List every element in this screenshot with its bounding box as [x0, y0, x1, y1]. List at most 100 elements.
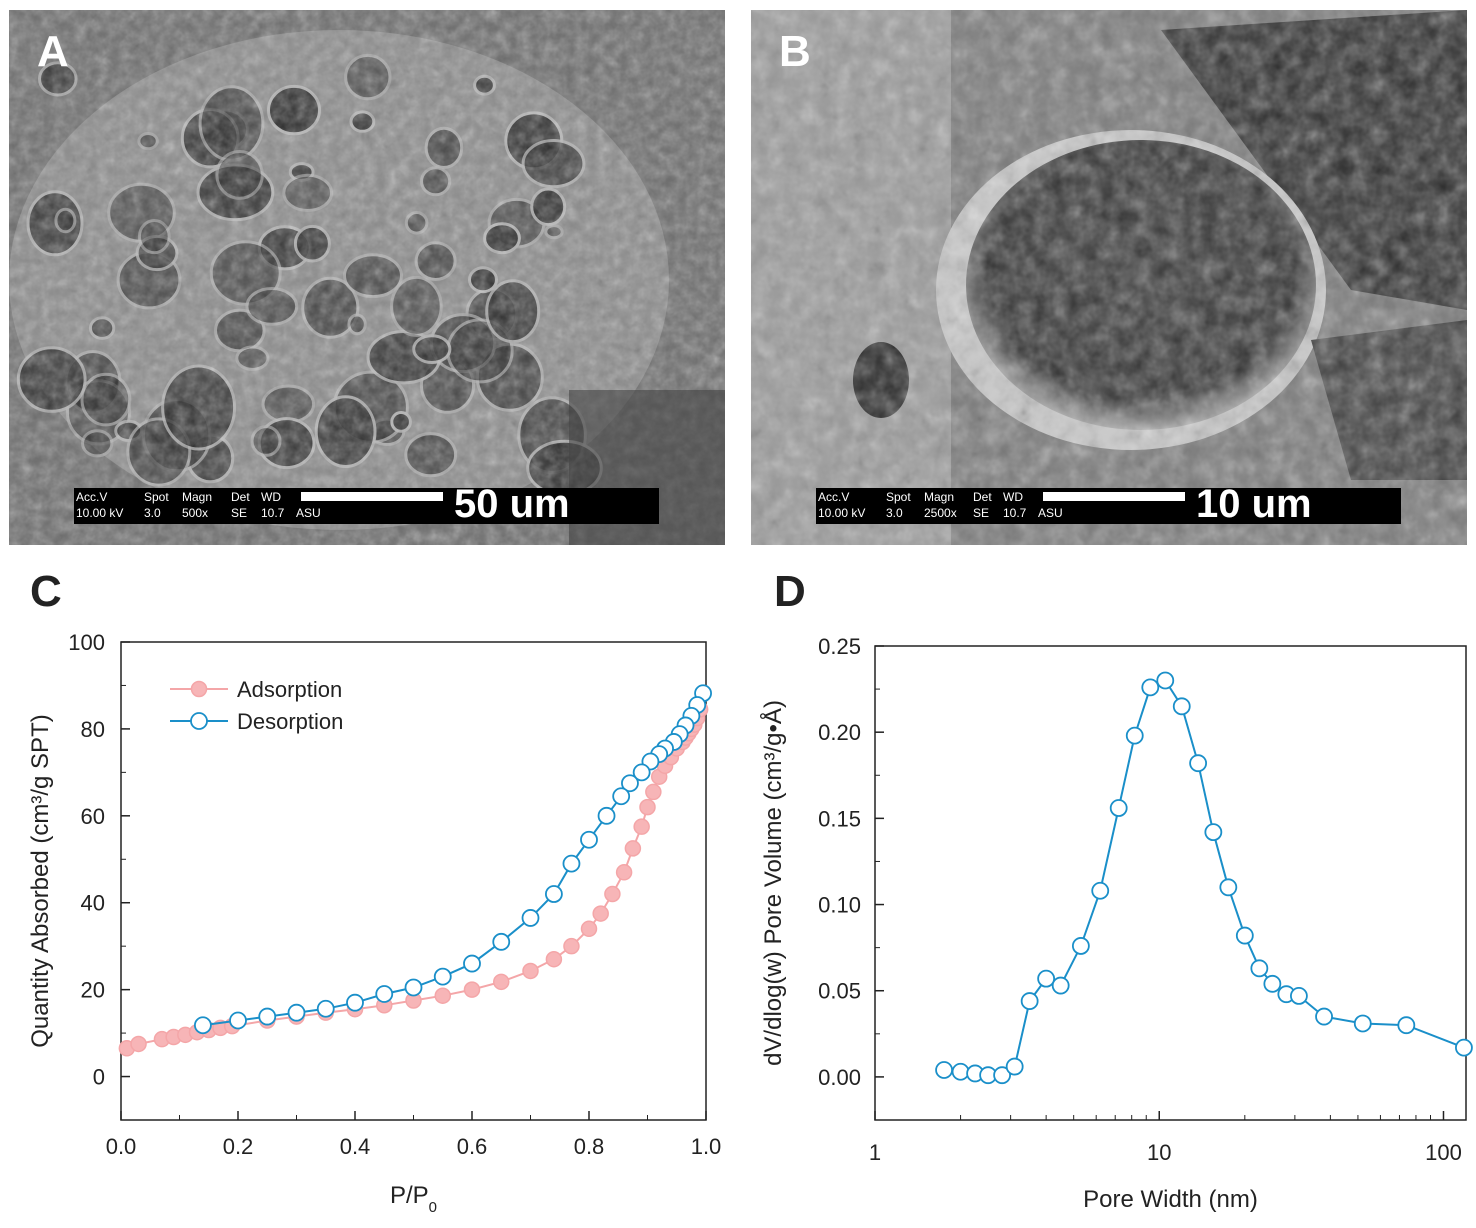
y-tick-label-c: 60	[81, 804, 105, 829]
data-point-desorption	[346, 993, 364, 1012]
data-point-pore-volume	[951, 1062, 970, 1081]
info-value-spot: 3.0	[144, 506, 161, 520]
info-header-wd: WD	[261, 490, 281, 504]
panel-letter-d: D	[774, 567, 806, 616]
data-point-desorption	[404, 978, 423, 997]
y-tick-label-c: 20	[81, 978, 105, 1003]
data-point-pore-volume	[1071, 937, 1090, 955]
data-point-desorption	[597, 806, 616, 825]
plot-frame-c	[120, 641, 707, 1121]
data-point-desorption	[375, 985, 394, 1003]
x-tick-label-d: 10	[1147, 1140, 1171, 1165]
data-point-adsorption	[522, 962, 539, 980]
y-tick-label-d: 0.20	[818, 720, 861, 745]
data-point-adsorption	[633, 818, 650, 835]
plot-frame-d	[874, 645, 1467, 1121]
data-point-pore-volume	[1172, 697, 1191, 716]
info-header-accv: Acc.V	[818, 490, 850, 504]
info-header-spot: Spot	[886, 490, 911, 504]
data-point-desorption	[229, 1011, 247, 1030]
info-header-spot: Spot	[144, 490, 169, 504]
info-header-magn: Magn	[182, 490, 213, 504]
data-point-pore-volume	[1037, 969, 1056, 988]
data-point-pore-volume	[1204, 823, 1223, 842]
x-tick-label-c: 1.0	[691, 1134, 722, 1159]
scale-bar-label: 50 um	[454, 482, 570, 526]
data-point-adsorption	[592, 905, 609, 922]
y-tick-label-d: 0.05	[818, 979, 861, 1004]
info-header-det: Det	[973, 490, 992, 504]
data-point-pore-volume	[1263, 974, 1282, 993]
sem-info-bar-b: Acc.V Spot Magn Det WD 10.00 kV 3.0 2500…	[816, 484, 1401, 524]
data-point-adsorption	[463, 981, 481, 998]
data-point-desorption	[316, 999, 335, 1018]
data-point-adsorption	[615, 864, 633, 881]
scale-bar	[301, 492, 443, 501]
x-tick-label-c: 0.6	[457, 1134, 488, 1159]
data-point-adsorption	[639, 798, 656, 816]
x-tick-label-c: 0.0	[106, 1134, 137, 1159]
panel-letter-b: B	[779, 27, 811, 76]
panel-letter-a: A	[37, 27, 69, 76]
info-value-accv: 10.00 kV	[818, 506, 866, 520]
data-point-pore-volume	[993, 1066, 1012, 1085]
info-value-wd: 10.7	[261, 506, 285, 520]
data-point-pore-volume	[1397, 1016, 1416, 1035]
y-tick-label-d: 0.25	[818, 634, 861, 659]
data-point-desorption	[632, 763, 651, 782]
info-value-wd: 10.7	[1003, 506, 1027, 520]
data-point-pore-volume	[1353, 1014, 1372, 1033]
data-point-pore-volume	[1455, 1038, 1473, 1057]
info-value-site: ASU	[1038, 506, 1063, 520]
panel-letter-c: C	[30, 567, 62, 616]
info-value-magn: 500x	[182, 506, 209, 520]
data-point-pore-volume	[1005, 1057, 1024, 1076]
info-value-spot: 3.0	[886, 506, 903, 520]
data-point-desorption	[521, 909, 540, 927]
data-point-desorption	[621, 774, 639, 793]
legend-label-adsorption: Adsorption	[237, 677, 342, 702]
sem-texture-b	[751, 10, 1467, 545]
data-point-pore-volume	[1156, 671, 1175, 690]
y-axis-label-c: Quantity Absorbed (cm³/g SPT)	[27, 714, 54, 1047]
sem-image-a: A Acc.V Spot Magn Det WD 10.00 kV 3.0 50…	[9, 10, 725, 545]
y-tick-label-c: 0	[93, 1065, 105, 1090]
y-tick-label-c: 100	[68, 630, 105, 655]
info-header-magn: Magn	[924, 490, 955, 504]
y-tick-label-d: 0.00	[818, 1065, 861, 1090]
y-axis-label-d: dV/dlog(w) Pore Volume (cm³/g•Å)	[759, 700, 787, 1066]
y-tick-label-c: 40	[81, 891, 105, 916]
data-point-desorption	[545, 885, 563, 903]
info-header-accv: Acc.V	[76, 490, 108, 504]
x-tick-label-d: 100	[1425, 1140, 1462, 1165]
data-point-desorption	[580, 830, 598, 849]
data-point-desorption	[463, 954, 481, 973]
data-point-adsorption	[493, 973, 510, 991]
data-point-pore-volume	[1235, 926, 1254, 945]
data-point-adsorption	[130, 1035, 147, 1053]
legend-marker-adsorption	[190, 680, 208, 698]
data-point-pore-volume	[1290, 986, 1308, 1005]
x-tick-label-d: 1	[869, 1140, 881, 1165]
legend-marker-desorption	[190, 712, 208, 730]
scale-bar-label: 10 um	[1196, 482, 1312, 526]
data-point-adsorption	[434, 987, 451, 1004]
scale-bar	[1043, 492, 1185, 501]
y-tick-label-d: 0.15	[818, 806, 861, 831]
y-tick-label-c: 80	[81, 717, 105, 742]
data-point-adsorption	[624, 840, 642, 857]
x-axis-label-d: Pore Width (nm)	[1083, 1186, 1258, 1213]
data-point-desorption	[612, 787, 631, 806]
y-tick-label-d: 0.10	[818, 893, 861, 918]
series-line-pore-volume	[943, 679, 1465, 1077]
data-point-desorption	[193, 1016, 212, 1035]
data-point-pore-volume	[1109, 799, 1128, 817]
data-point-adsorption	[604, 885, 621, 903]
data-point-pore-volume	[1091, 881, 1110, 900]
data-point-desorption	[562, 854, 581, 873]
info-value-det: SE	[231, 506, 248, 520]
data-point-pore-volume	[1315, 1007, 1333, 1026]
data-point-desorption	[258, 1007, 277, 1026]
sem-info-bar-a: Acc.V Spot Magn Det WD 10.00 kV 3.0 500x…	[74, 484, 659, 524]
data-point-pore-volume	[1020, 992, 1039, 1010]
